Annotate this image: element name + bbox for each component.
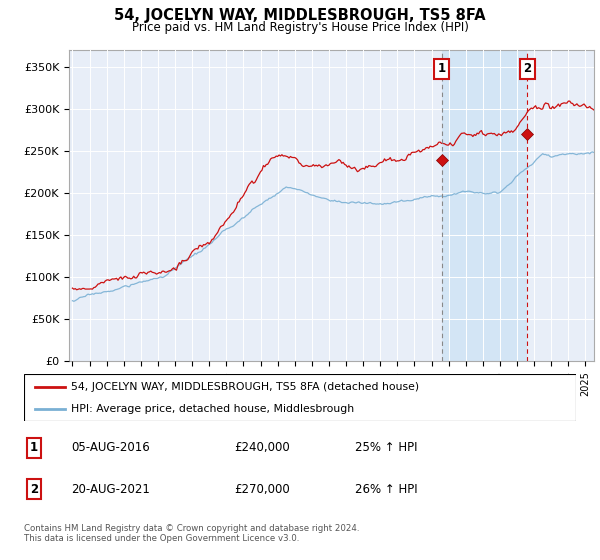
Text: £270,000: £270,000	[234, 483, 290, 496]
Text: 05-AUG-2016: 05-AUG-2016	[71, 441, 149, 454]
Text: 1: 1	[438, 62, 446, 76]
Text: 25% ↑ HPI: 25% ↑ HPI	[355, 441, 418, 454]
Text: £240,000: £240,000	[234, 441, 290, 454]
Text: 2: 2	[523, 62, 532, 76]
Text: 26% ↑ HPI: 26% ↑ HPI	[355, 483, 418, 496]
Text: 54, JOCELYN WAY, MIDDLESBROUGH, TS5 8FA (detached house): 54, JOCELYN WAY, MIDDLESBROUGH, TS5 8FA …	[71, 382, 419, 392]
Text: HPI: Average price, detached house, Middlesbrough: HPI: Average price, detached house, Midd…	[71, 404, 354, 414]
Text: Price paid vs. HM Land Registry's House Price Index (HPI): Price paid vs. HM Land Registry's House …	[131, 21, 469, 34]
Text: 54, JOCELYN WAY, MIDDLESBROUGH, TS5 8FA: 54, JOCELYN WAY, MIDDLESBROUGH, TS5 8FA	[114, 8, 486, 24]
Bar	[442, 50, 527, 361]
Text: 20-AUG-2021: 20-AUG-2021	[71, 483, 150, 496]
Text: 2: 2	[30, 483, 38, 496]
Text: 1: 1	[30, 441, 38, 454]
Text: Contains HM Land Registry data © Crown copyright and database right 2024.
This d: Contains HM Land Registry data © Crown c…	[24, 524, 359, 543]
